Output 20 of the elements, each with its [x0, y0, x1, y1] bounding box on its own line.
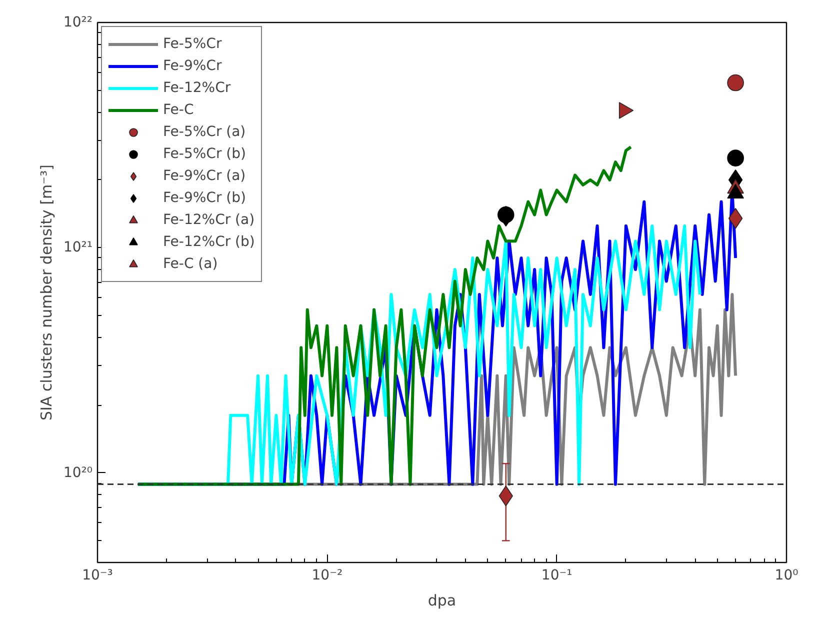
y-tick-label: 10²² [63, 14, 93, 30]
legend-label: Fe-9%Cr (b) [163, 189, 246, 208]
x-tick-label: 10⁰ [774, 568, 799, 584]
x-axis-title: dpa [428, 592, 456, 610]
x-tick-label: 10⁻³ [82, 568, 113, 584]
legend-label: Fe-C (a) [163, 255, 218, 274]
y-tick-label: 10²¹ [63, 240, 93, 256]
legend-label: Fe-12%Cr [163, 79, 231, 98]
x-tick-label: 10⁻² [312, 568, 343, 584]
x-tick-label: 10⁻¹ [541, 568, 572, 584]
legend-label: Fe-9%Cr (a) [163, 167, 246, 186]
legend-label: Fe-12%Cr (a) [163, 211, 255, 230]
legend-label: Fe-5%Cr (b) [163, 145, 246, 164]
legend-label: Fe-12%Cr (b) [163, 233, 255, 252]
y-tick-label: 10²⁰ [63, 464, 93, 481]
legend-label: Fe-5%Cr [163, 35, 222, 54]
legend-label: Fe-5%Cr (a) [163, 123, 246, 142]
legend-label: Fe-9%Cr [163, 57, 222, 76]
legend-label: Fe-C [163, 101, 194, 120]
y-axis-title: SIA clusters number density [m⁻³] [37, 164, 56, 420]
